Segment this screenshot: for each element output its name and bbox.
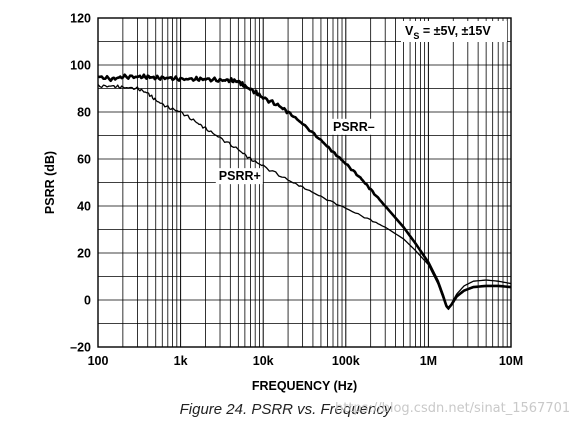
y-tick-label: 120 xyxy=(70,12,91,26)
y-tick-label: 0 xyxy=(84,294,91,308)
series-label-background xyxy=(330,118,378,135)
x-axis-label: FREQUENCY (Hz) xyxy=(252,379,357,393)
y-tick-labels: 120 100 80 60 40 20 0 –20 xyxy=(70,12,91,355)
x-tick-label: 100 xyxy=(88,354,109,368)
x-tick-label: 100k xyxy=(332,354,360,368)
y-axis-label: PSRR (dB) xyxy=(43,151,57,214)
chart-curves xyxy=(97,73,512,311)
annotation-suffix: = ±5V, ±15V xyxy=(419,24,491,38)
series-line-psrr-plus xyxy=(97,84,512,311)
watermark: https://blog.csdn.net/sinat_15677011 xyxy=(335,401,571,416)
y-tick-label: 60 xyxy=(77,153,91,167)
y-tick-label: 80 xyxy=(77,106,91,120)
x-tick-label: 1k xyxy=(174,354,188,368)
x-tick-labels: 100 1k 10k 100k 1M 10M xyxy=(88,354,524,368)
y-tick-label: –20 xyxy=(70,341,91,355)
x-tick-label: 10k xyxy=(253,354,274,368)
y-tick-label: 40 xyxy=(77,200,91,214)
x-tick-label: 10M xyxy=(499,354,523,368)
series-label-psrr-minus: PSRR– xyxy=(333,120,375,134)
series-label-background xyxy=(215,168,263,185)
y-tick-label: 20 xyxy=(77,247,91,261)
plot-frame xyxy=(97,17,512,348)
y-tick-label: 100 xyxy=(70,59,91,73)
chart-grid xyxy=(97,17,511,348)
series-line-psrr-minus xyxy=(97,73,512,310)
figure-caption: Figure 24. PSRR vs. Frequency xyxy=(179,401,392,418)
supply-voltage-annotation: VS = ±5V, ±15V xyxy=(401,21,507,42)
svg-text:VS = ±5V, ±15V: VS = ±5V, ±15V xyxy=(405,24,491,41)
annotation-subscript: S xyxy=(413,31,419,41)
series-label-psrr-plus: PSRR+ xyxy=(219,169,261,183)
x-tick-label: 1M xyxy=(420,354,437,368)
annotation-prefix: V xyxy=(405,24,414,38)
series-labels: PSRR– PSRR+ xyxy=(215,118,378,185)
